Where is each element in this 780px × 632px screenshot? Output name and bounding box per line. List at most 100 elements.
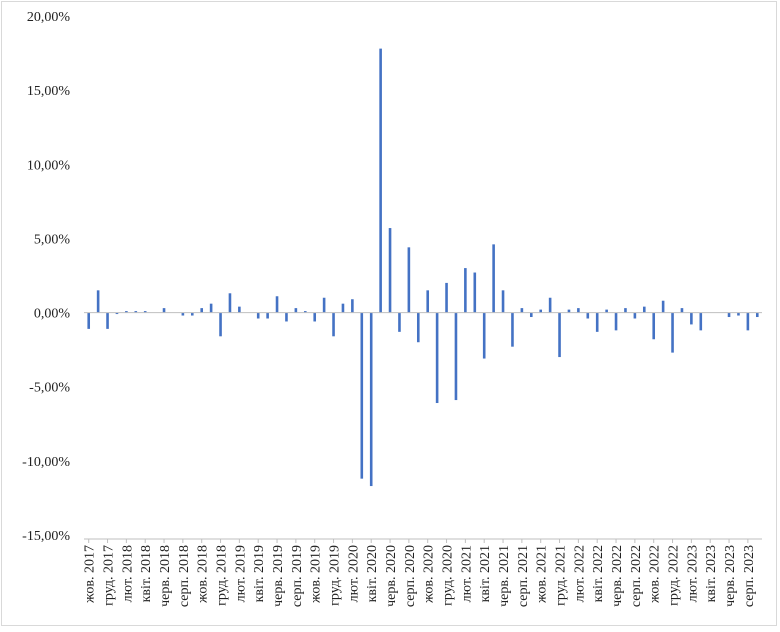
bar — [436, 313, 439, 403]
bar — [455, 313, 458, 400]
bar — [699, 313, 702, 331]
bar — [624, 308, 627, 312]
bar — [389, 228, 392, 313]
bar — [342, 304, 345, 313]
bar — [690, 313, 693, 325]
x-tick-label: серп. 2019 — [290, 545, 305, 607]
bars-group — [87, 49, 758, 486]
bar — [577, 308, 580, 312]
bar — [521, 308, 524, 312]
x-tick-label: черв. 2019 — [271, 545, 286, 607]
x-tick-label: лют. 2020 — [346, 545, 361, 602]
bar — [728, 313, 731, 317]
bar — [106, 313, 109, 329]
bar — [351, 299, 354, 312]
x-tick-label: жов. 2019 — [309, 545, 324, 604]
bar — [671, 313, 674, 353]
y-tick-label: 15,00% — [27, 84, 71, 99]
bar — [643, 307, 646, 313]
bar — [200, 308, 203, 312]
bar — [313, 313, 316, 322]
bar — [257, 313, 260, 319]
x-tick-label: серп. 2018 — [177, 545, 192, 607]
x-tick-label: квіт. 2023 — [704, 545, 719, 602]
y-tick-label: 10,00% — [27, 158, 71, 173]
x-tick-label: черв. 2018 — [158, 545, 173, 607]
x-tick-label: груд. 2020 — [441, 545, 456, 606]
bar — [615, 313, 618, 331]
bar — [681, 308, 684, 312]
bar — [426, 290, 429, 312]
bar — [285, 313, 288, 322]
x-tick-label: жов. 2022 — [648, 545, 663, 604]
bar — [756, 313, 759, 317]
bar — [229, 293, 232, 312]
bar — [210, 304, 213, 313]
x-tick-label: квіт. 2022 — [591, 545, 606, 602]
bar — [445, 283, 448, 313]
x-tick-label: груд. 2017 — [102, 545, 117, 606]
bar — [464, 268, 467, 312]
x-tick-label: лют. 2021 — [459, 545, 474, 602]
bar — [295, 308, 298, 312]
bar — [87, 313, 90, 329]
y-tick-label: 20,00% — [27, 10, 71, 25]
x-tick-label: лют. 2018 — [120, 545, 135, 602]
bar — [530, 313, 533, 317]
x-tick-label: груд. 2022 — [667, 545, 682, 606]
bar — [163, 308, 166, 312]
bar — [586, 313, 589, 319]
y-tick-label: 0,00% — [34, 307, 71, 322]
x-tick-label: черв. 2022 — [610, 545, 625, 607]
x-tick-label: серп. 2023 — [742, 545, 757, 607]
bar — [483, 313, 486, 359]
y-tick-label: -15,00% — [22, 529, 70, 544]
x-tick-label: лют. 2022 — [572, 545, 587, 602]
x-tick-label: жов. 2020 — [422, 545, 437, 604]
bar — [747, 313, 750, 331]
y-tick-label: -5,00% — [29, 381, 70, 396]
bar — [662, 301, 665, 313]
bar — [417, 313, 420, 343]
y-tick-label: 5,00% — [34, 232, 71, 247]
x-tick-label: жов. 2017 — [83, 545, 98, 604]
bar — [379, 49, 382, 313]
x-tick-label: квіт. 2021 — [478, 545, 493, 602]
bar — [511, 313, 514, 347]
x-tick-label: жов. 2021 — [535, 545, 550, 604]
bar — [370, 313, 373, 486]
bar — [97, 290, 100, 312]
bar — [558, 313, 561, 357]
bar — [652, 313, 655, 340]
x-tick-label: груд. 2021 — [554, 545, 569, 606]
bar — [473, 273, 476, 313]
bar — [276, 296, 279, 312]
x-tick-label: черв. 2020 — [384, 545, 399, 607]
bar — [266, 313, 269, 319]
x-tick-label: черв. 2023 — [723, 545, 738, 607]
x-tick-label: квіт. 2019 — [252, 545, 267, 602]
x-tick-label: серп. 2021 — [516, 545, 531, 607]
bar — [549, 298, 552, 313]
bar — [502, 290, 505, 312]
x-tick-label: груд. 2018 — [215, 545, 230, 606]
x-tick-label: лют. 2023 — [685, 545, 700, 602]
bar — [492, 244, 495, 312]
bar — [596, 313, 599, 332]
bar — [634, 313, 637, 319]
y-tick-label: -10,00% — [22, 455, 70, 470]
bar — [219, 313, 222, 337]
y-axis: 20,00% 15,00% 10,00% 5,00% 0,00% -5,00% -10,00… — [22, 10, 70, 544]
x-tick-label: груд. 2019 — [328, 545, 343, 606]
x-tick-label: серп. 2022 — [629, 545, 644, 607]
x-tick-label: жов. 2018 — [196, 545, 211, 604]
x-tick-label: квіт. 2020 — [365, 545, 380, 602]
bar — [332, 313, 335, 337]
bar — [408, 247, 411, 312]
bar — [398, 313, 401, 332]
bar — [360, 313, 363, 479]
bar — [323, 298, 326, 313]
